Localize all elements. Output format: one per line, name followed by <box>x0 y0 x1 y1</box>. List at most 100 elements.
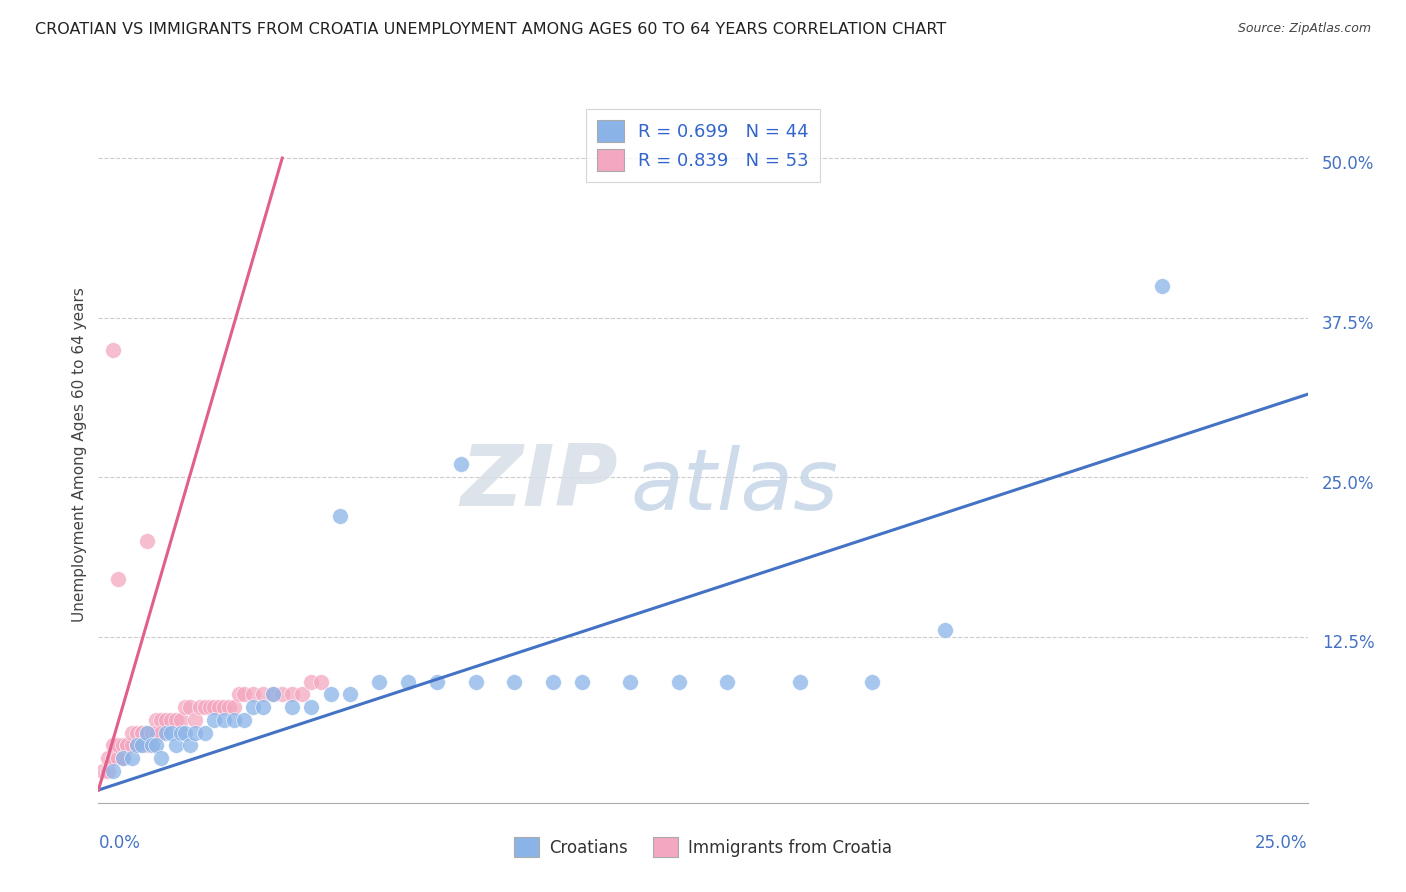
Point <box>165 713 187 727</box>
Point <box>368 674 391 689</box>
Point <box>165 739 187 753</box>
Point <box>169 725 191 739</box>
Point <box>111 751 134 765</box>
Point <box>218 700 240 714</box>
Text: 12.5%: 12.5% <box>1322 634 1375 652</box>
Text: 0.0%: 0.0% <box>98 834 141 852</box>
Point <box>450 458 472 472</box>
Point <box>426 674 449 689</box>
Point <box>97 764 120 778</box>
Point <box>281 700 304 714</box>
Point <box>135 739 157 753</box>
Point <box>299 700 322 714</box>
Point <box>571 674 593 689</box>
Point <box>464 674 486 689</box>
Point <box>145 739 167 753</box>
Point <box>174 700 197 714</box>
Point <box>212 700 235 714</box>
Point <box>179 700 201 714</box>
Point <box>789 674 811 689</box>
Point <box>262 687 284 701</box>
Point <box>107 751 129 765</box>
Point <box>160 713 183 727</box>
Point <box>117 739 139 753</box>
Point <box>204 713 226 727</box>
Point <box>262 687 284 701</box>
Point <box>299 674 322 689</box>
Text: 50.0%: 50.0% <box>1322 155 1375 173</box>
Text: 25.0%: 25.0% <box>1256 834 1308 852</box>
Point <box>111 751 134 765</box>
Point <box>141 725 163 739</box>
Point <box>101 739 124 753</box>
Point <box>281 687 304 701</box>
Point <box>208 700 231 714</box>
Point <box>198 700 221 714</box>
Point <box>174 725 197 739</box>
Point <box>131 739 153 753</box>
Point <box>111 739 134 753</box>
Point <box>242 687 264 701</box>
Point <box>184 725 207 739</box>
Point <box>252 700 274 714</box>
Point <box>141 739 163 753</box>
Point <box>117 739 139 753</box>
Point <box>135 725 157 739</box>
Point <box>934 624 956 638</box>
Point <box>150 751 173 765</box>
Point <box>101 343 124 357</box>
Point <box>121 725 143 739</box>
Text: 37.5%: 37.5% <box>1322 315 1375 333</box>
Point <box>107 739 129 753</box>
Point <box>1152 278 1174 293</box>
Point <box>396 674 419 689</box>
Point <box>179 739 201 753</box>
Point <box>242 700 264 714</box>
Point <box>127 739 149 753</box>
Point <box>127 725 149 739</box>
Point <box>131 725 153 739</box>
Point <box>319 687 342 701</box>
Point <box>232 687 254 701</box>
Point <box>145 713 167 727</box>
Legend: Croatians, Immigrants from Croatia: Croatians, Immigrants from Croatia <box>508 830 898 864</box>
Point <box>107 573 129 587</box>
Point <box>309 674 332 689</box>
Text: Source: ZipAtlas.com: Source: ZipAtlas.com <box>1237 22 1371 36</box>
Point <box>716 674 738 689</box>
Point <box>188 700 211 714</box>
Point <box>97 751 120 765</box>
Point <box>860 674 883 689</box>
Point <box>194 725 217 739</box>
Point <box>150 725 173 739</box>
Point <box>503 674 526 689</box>
Point <box>212 713 235 727</box>
Point <box>121 751 143 765</box>
Y-axis label: Unemployment Among Ages 60 to 64 years: Unemployment Among Ages 60 to 64 years <box>72 287 87 623</box>
Point <box>135 725 157 739</box>
Point <box>135 534 157 549</box>
Point <box>184 713 207 727</box>
Point <box>127 739 149 753</box>
Point <box>668 674 690 689</box>
Text: 25.0%: 25.0% <box>1322 475 1375 492</box>
Point <box>150 713 173 727</box>
Point <box>222 713 245 727</box>
Point <box>232 713 254 727</box>
Point <box>155 725 177 739</box>
Text: CROATIAN VS IMMIGRANTS FROM CROATIA UNEMPLOYMENT AMONG AGES 60 TO 64 YEARS CORRE: CROATIAN VS IMMIGRANTS FROM CROATIA UNEM… <box>35 22 946 37</box>
Point <box>619 674 641 689</box>
Point <box>339 687 361 701</box>
Text: atlas: atlas <box>630 445 838 528</box>
Point <box>169 713 191 727</box>
Point <box>141 725 163 739</box>
Point <box>101 764 124 778</box>
Point <box>101 751 124 765</box>
Point <box>155 713 177 727</box>
Text: ZIP: ZIP <box>461 442 619 524</box>
Point <box>252 687 274 701</box>
Point <box>204 700 226 714</box>
Point <box>145 725 167 739</box>
Point <box>131 725 153 739</box>
Point <box>160 725 183 739</box>
